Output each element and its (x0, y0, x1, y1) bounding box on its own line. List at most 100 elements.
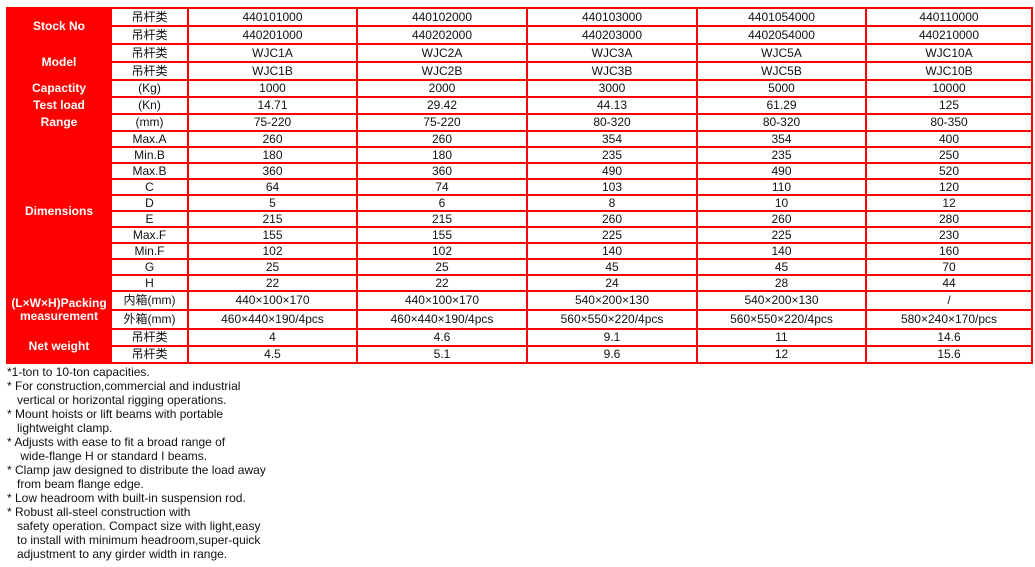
table-row: Max.F 155 155 225 225 230 (7, 226, 1033, 244)
row-label: (L×W×H)Packing measurement (6, 290, 112, 330)
row-sublabel: H (110, 274, 189, 292)
table-cell: 360 (356, 162, 528, 180)
note-line: to install with minimum headroom,super-q… (7, 533, 261, 547)
table-cell: 15.6 (865, 345, 1033, 364)
table-cell: 354 (526, 130, 698, 148)
table-row: 吊杆类 WJC1B WJC2B WJC3B WJC5B WJC10B (7, 61, 1033, 81)
table-cell: 140 (526, 242, 698, 260)
table-cell: 460×440×190/4pcs (187, 309, 358, 330)
table-cell: 2000 (356, 79, 528, 98)
row-sublabel: 吊杆类 (110, 43, 189, 63)
table-row: Model 吊杆类 WJC1A WJC2A WJC3A WJC5A WJC10A (6, 43, 1033, 81)
table-row: Dimensions Max.A 260 260 354 354 400 (6, 130, 1033, 292)
table-cell: 102 (187, 242, 358, 260)
table-cell: 45 (526, 258, 698, 276)
table-cell: 490 (526, 162, 698, 180)
table-cell: 520 (865, 162, 1033, 180)
row-label: Test load (6, 96, 112, 115)
table-row: Capactity (Kg) 1000 2000 3000 5000 10000 (6, 79, 1033, 98)
table-cell: 80-350 (865, 113, 1033, 132)
table-row: D 5 6 8 10 12 (7, 194, 1033, 212)
row-sublabel: 吊杆类 (110, 345, 189, 364)
row-label: Stock No (6, 7, 112, 45)
table-cell: 440201000 (187, 25, 358, 45)
table-cell: 580×240×170/pcs (865, 309, 1033, 330)
note-line: * For construction,commercial and indust… (7, 379, 241, 393)
row-sublabel: (Kn) (110, 96, 189, 115)
row-sublabel: Max.F (110, 226, 189, 244)
row-sublabel: 吊杆类 (110, 25, 189, 45)
table-cell: 440102000 (356, 7, 528, 27)
table-cell: WJC1A (187, 43, 358, 63)
row-label: Model (6, 43, 112, 81)
table-cell: 440210000 (865, 25, 1033, 45)
table-cell: 4401054000 (696, 7, 867, 27)
table-row: C 64 74 103 110 120 (7, 178, 1033, 196)
table-cell: 6 (356, 194, 528, 212)
table-cell: 225 (696, 226, 867, 244)
table-cell: 12 (696, 345, 867, 364)
table-cell: 460×440×190/4pcs (356, 309, 528, 330)
table-cell: 4.5 (187, 345, 358, 364)
table-cell: 14.71 (187, 96, 358, 115)
table-cell: 180 (187, 146, 358, 164)
table-cell: 440103000 (526, 7, 698, 27)
table-cell: 140 (696, 242, 867, 260)
table-cell: 440101000 (187, 7, 358, 27)
table-cell: 155 (187, 226, 358, 244)
table-cell: 70 (865, 258, 1033, 276)
feature-notes: *1-ton to 10-ton capacities. * For constr… (7, 365, 1031, 561)
table-row: E 215 215 260 260 280 (7, 210, 1033, 228)
row-sublabel: Max.A (110, 130, 189, 148)
table-cell: 24 (526, 274, 698, 292)
note-line: * Clamp jaw designed to distribute the l… (7, 463, 266, 477)
table-cell: 80-320 (696, 113, 867, 132)
table-cell: 1000 (187, 79, 358, 98)
table-cell: 45 (696, 258, 867, 276)
table-cell: 215 (356, 210, 528, 228)
table-cell: 235 (696, 146, 867, 164)
table-row: 吊杆类 4.5 5.1 9.6 12 15.6 (7, 345, 1033, 364)
table-cell: 4 (187, 328, 358, 347)
note-line: safety operation. Compact size with ligh… (7, 519, 261, 533)
table-row: H 22 22 24 28 44 (7, 274, 1033, 292)
table-cell: 44.13 (526, 96, 698, 115)
table-cell: WJC2B (356, 61, 528, 81)
row-sublabel: (mm) (110, 113, 189, 132)
table-row: Max.B 360 360 490 490 520 (7, 162, 1033, 180)
table-cell: 103 (526, 178, 698, 196)
table-cell: 12 (865, 194, 1033, 212)
note-line: *1-ton to 10-ton capacities. (7, 365, 150, 379)
table-cell: 280 (865, 210, 1033, 228)
row-label: Dimensions (6, 130, 112, 292)
note-line: wide-flange H or standard I beams. (7, 449, 208, 463)
table-cell: 540×200×130 (526, 290, 698, 311)
table-cell: / (865, 290, 1033, 311)
table-cell: WJC2A (356, 43, 528, 63)
note-line: * Mount hoists or lift beams with portab… (7, 407, 224, 421)
row-sublabel: 外箱(mm) (110, 309, 189, 330)
table-cell: 102 (356, 242, 528, 260)
table-cell: 110 (696, 178, 867, 196)
table-row: Range (mm) 75-220 75-220 80-320 80-320 80-350 (6, 113, 1033, 132)
table-cell: 64 (187, 178, 358, 196)
note-line: lightweight clamp. (7, 421, 113, 435)
table-cell: 25 (356, 258, 528, 276)
table-cell: 25 (187, 258, 358, 276)
row-sublabel: G (110, 258, 189, 276)
table-cell: 44 (865, 274, 1033, 292)
table-cell: 11 (696, 328, 867, 347)
row-sublabel: 吊杆类 (110, 7, 189, 27)
table-cell: WJC5B (696, 61, 867, 81)
table-cell: 5.1 (356, 345, 528, 364)
table-row: Min.B 180 180 235 235 250 (7, 146, 1033, 164)
spec-sheet: Stock No 吊杆类 440101000 440102000 440103000 44… (6, 7, 1033, 561)
table-cell: 22 (187, 274, 358, 292)
table-cell: WJC3B (526, 61, 698, 81)
table-cell: WJC5A (696, 43, 867, 63)
table-cell: 120 (865, 178, 1033, 196)
table-row: Stock No 吊杆类 440101000 440102000 440103000 44… (6, 7, 1033, 45)
table-cell: 360 (187, 162, 358, 180)
table-cell: 260 (526, 210, 698, 228)
note-line: adjustment to any girder width in range. (7, 547, 228, 561)
